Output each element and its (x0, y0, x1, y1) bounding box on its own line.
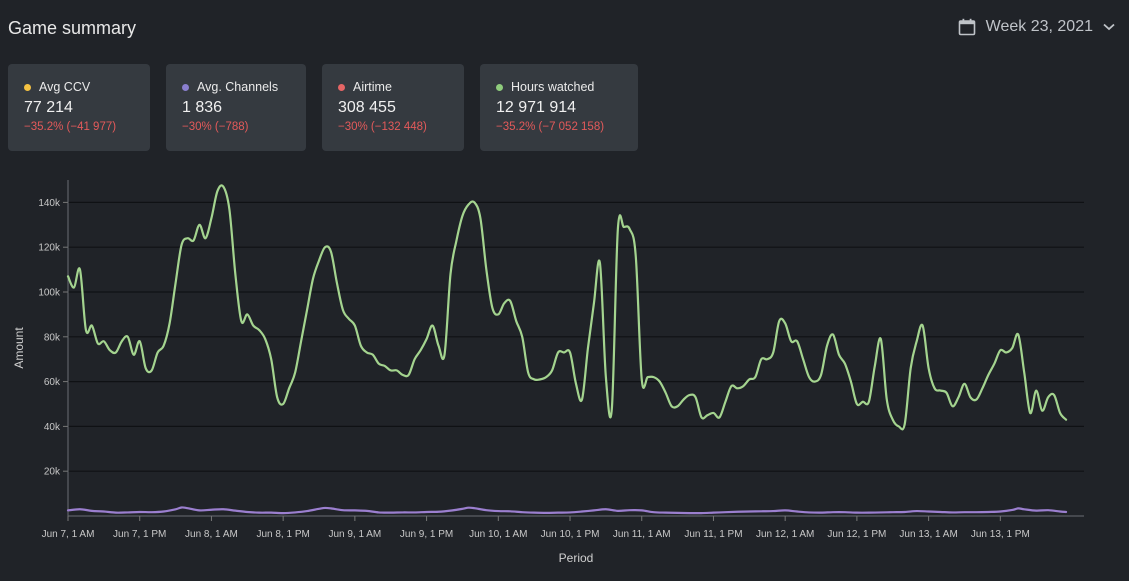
x-tick-label: Jun 9, 1 AM (328, 529, 381, 540)
avg-ccv-legend-dot (24, 83, 31, 91)
chevron-down-icon (1103, 23, 1115, 31)
x-tick-label: Jun 10, 1 PM (541, 529, 600, 540)
x-tick-label: Jun 10, 1 AM (469, 529, 527, 540)
y-tick-label: 80k (44, 332, 61, 343)
card-label: Avg CCV (39, 80, 91, 94)
card-delta: −30% (−132 448) (338, 121, 427, 133)
airtime-legend-dot (338, 83, 345, 91)
x-tick-label: Jun 9, 1 PM (400, 529, 453, 540)
card-value: 1 836 (182, 99, 223, 116)
page-title: Game summary (8, 18, 137, 38)
card-value: 12 971 914 (496, 99, 577, 116)
card-delta: −30% (−788) (182, 121, 249, 133)
card-avg-ccv[interactable]: Avg CCV 77 214 −35.2% (−41 977) (8, 64, 150, 151)
series-line-0 (66, 184, 1068, 431)
y-tick-label: 120k (38, 243, 61, 254)
card-airtime[interactable]: Airtime 308 455 −30% (−132 448) (322, 64, 464, 151)
x-tick-label: Jun 7, 1 PM (113, 529, 166, 540)
card-label: Airtime (353, 80, 392, 94)
x-tick-label: Jun 7, 1 AM (42, 529, 95, 540)
card-hours-watched[interactable]: Hours watched 12 971 914 −35.2% (−7 052 … (480, 64, 638, 151)
y-tick-label: 40k (44, 422, 61, 433)
y-tick-label: 20k (44, 467, 61, 478)
y-tick-label: 60k (44, 377, 61, 388)
week-label: Week 23, 2021 (985, 18, 1093, 35)
x-tick-label: Jun 13, 1 AM (899, 529, 957, 540)
card-label: Avg. Channels (197, 80, 279, 94)
x-tick-label: Jun 12, 1 AM (756, 529, 814, 540)
week-selector[interactable]: Week 23, 2021 (958, 18, 1115, 36)
y-tick-label: 140k (38, 198, 61, 209)
y-axis-label: Amount (12, 327, 26, 369)
card-label: Hours watched (511, 80, 595, 94)
x-tick-label: Jun 11, 1 AM (613, 529, 671, 540)
x-tick-label: Jun 11, 1 PM (684, 529, 742, 540)
calendar-icon (958, 18, 975, 36)
card-delta: −35.2% (−41 977) (24, 121, 117, 133)
card-value: 77 214 (24, 99, 73, 116)
x-tick-label: Jun 8, 1 AM (185, 529, 238, 540)
card-avg-channels[interactable]: Avg. Channels 1 836 −30% (−788) (166, 64, 306, 151)
x-axis-label: Period (559, 551, 594, 565)
x-tick-label: Jun 13, 1 PM (971, 529, 1030, 540)
hours-watched-legend-dot (496, 83, 503, 91)
card-delta: −35.2% (−7 052 158) (496, 121, 605, 133)
y-tick-label: 100k (38, 288, 61, 299)
x-tick-label: Jun 12, 1 PM (827, 529, 886, 540)
metric-cards: Avg CCV 77 214 −35.2% (−41 977) Avg. Cha… (8, 64, 638, 151)
series-line-1 (66, 506, 1068, 515)
x-tick-label: Jun 8, 1 PM (256, 529, 309, 540)
card-value: 308 455 (338, 99, 396, 116)
avg-channels-legend-dot (182, 83, 189, 91)
